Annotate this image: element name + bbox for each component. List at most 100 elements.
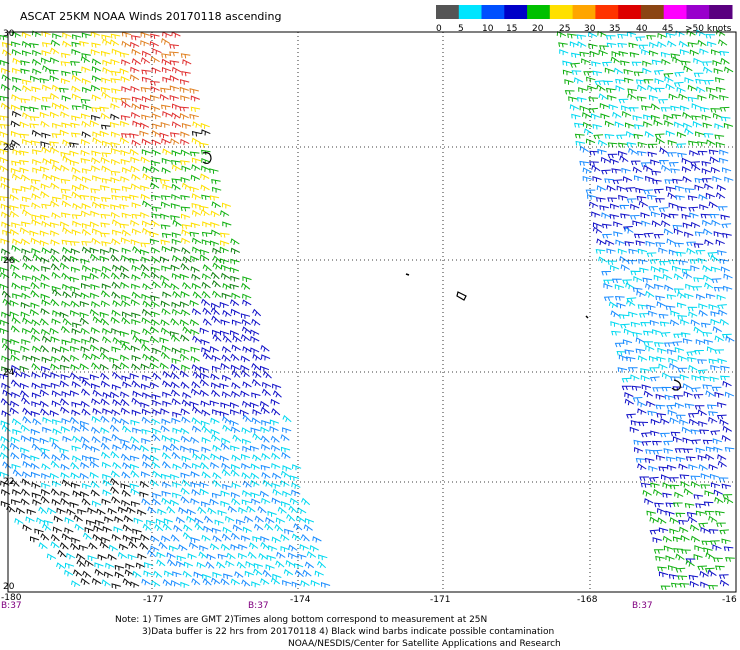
- wind-barb: [150, 310, 160, 317]
- wind-barb: [664, 120, 674, 127]
- wind-barb: [641, 48, 651, 56]
- wind-barb: [171, 193, 181, 201]
- wind-barb: [630, 160, 641, 166]
- wind-barb: [723, 273, 733, 280]
- wind-barb: [695, 29, 706, 37]
- wind-barb: [50, 230, 60, 237]
- wind-barb: [22, 112, 32, 119]
- wind-barb: [607, 197, 617, 203]
- wind-barb: [643, 189, 654, 195]
- wind-barb: [0, 480, 10, 487]
- wind-barb: [59, 103, 69, 111]
- wind-barb: [667, 464, 677, 471]
- wind-barb: [225, 560, 235, 567]
- wind-barb: [665, 456, 676, 462]
- wind-barb: [210, 382, 221, 389]
- wind-barb: [42, 65, 52, 72]
- wind-barb: [59, 129, 69, 136]
- wind-barb: [650, 211, 661, 218]
- wind-barb: [50, 541, 60, 549]
- wind-barb: [150, 318, 160, 326]
- wind-barb: [141, 343, 151, 352]
- wind-barb: [587, 85, 597, 92]
- wind-barb: [0, 267, 9, 273]
- wind-barb: [721, 538, 731, 545]
- wind-barb: [659, 147, 669, 155]
- wind-barb: [51, 133, 62, 139]
- wind-barb: [91, 578, 102, 585]
- wind-barb: [41, 132, 51, 139]
- wind-barb: [19, 204, 30, 210]
- wind-barb: [21, 327, 32, 335]
- wind-barb: [245, 560, 255, 568]
- wind-barb: [94, 568, 104, 576]
- wind-barb: [51, 271, 61, 279]
- wind-barb: [222, 483, 232, 490]
- wind-barb: [243, 515, 254, 523]
- wind-barb: [182, 462, 192, 470]
- color-scale-swatch: [572, 5, 596, 19]
- wind-barb: [617, 248, 628, 255]
- wind-barb: [655, 454, 666, 461]
- wind-barb: [110, 486, 120, 494]
- wind-barb: [64, 517, 74, 524]
- wind-barb: [140, 211, 150, 219]
- wind-barb: [71, 445, 81, 452]
- wind-barb: [90, 84, 101, 92]
- wind-barb: [161, 461, 171, 469]
- wind-barb: [161, 497, 171, 505]
- wind-barb: [637, 141, 648, 148]
- wind-barb: [40, 257, 50, 264]
- wind-barb: [223, 573, 233, 580]
- wind-barb: [219, 232, 230, 238]
- wind-barb: [618, 150, 628, 157]
- wind-barb: [125, 563, 135, 570]
- wind-barb: [179, 273, 189, 280]
- wind-barb: [697, 455, 707, 461]
- wind-barb: [11, 110, 22, 118]
- wind-barb: [120, 407, 130, 415]
- wind-barb: [289, 497, 300, 505]
- wind-barb: [229, 419, 239, 427]
- wind-barb: [645, 283, 655, 290]
- wind-barb: [628, 147, 638, 155]
- wind-barb: [720, 57, 730, 65]
- wind-barb: [295, 515, 306, 523]
- wind-barb: [180, 131, 190, 138]
- wind-barb: [201, 298, 211, 306]
- wind-barb: [582, 112, 592, 119]
- wind-barb: [111, 194, 121, 201]
- wind-barb: [231, 390, 241, 398]
- wind-barb: [609, 213, 620, 220]
- wind-barb: [250, 445, 260, 452]
- wind-barb: [171, 164, 182, 172]
- wind-barb: [81, 408, 91, 416]
- island-outline: [405, 273, 410, 276]
- wind-barb: [201, 239, 211, 246]
- wind-barb: [59, 346, 70, 353]
- wind-barb: [703, 228, 713, 236]
- wind-barb: [234, 571, 244, 578]
- wind-barb: [199, 488, 209, 496]
- wind-barb: [246, 505, 256, 513]
- color-scale-swatch: [458, 5, 483, 19]
- wind-barb: [46, 507, 57, 515]
- wind-barb: [231, 292, 241, 300]
- wind-barb: [57, 549, 67, 558]
- wind-barb: [697, 141, 707, 147]
- wind-barb: [71, 74, 81, 82]
- wind-barb: [69, 241, 80, 246]
- wind-barb: [633, 233, 644, 239]
- wind-barb: [114, 516, 124, 523]
- wind-barb: [275, 560, 285, 568]
- wind-barb: [643, 164, 653, 172]
- wind-barb: [150, 33, 160, 39]
- wind-barb: [649, 367, 660, 372]
- wind-barb: [50, 488, 60, 496]
- wind-barb: [720, 116, 731, 122]
- wind-barb: [30, 184, 40, 192]
- wind-barb: [149, 41, 159, 48]
- wind-barb: [50, 336, 60, 343]
- wind-barb: [241, 453, 251, 460]
- wind-barb: [111, 346, 121, 353]
